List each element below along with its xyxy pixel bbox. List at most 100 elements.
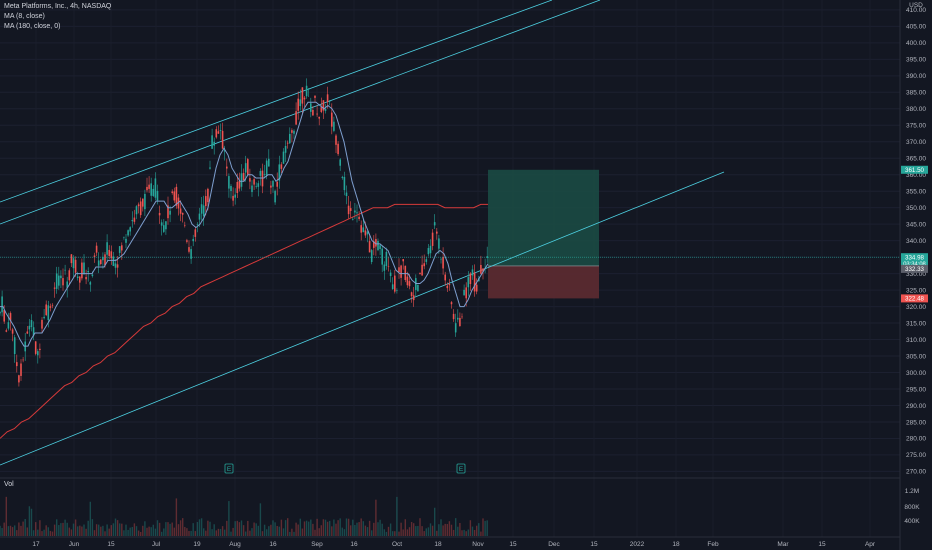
volume-bar bbox=[364, 525, 367, 536]
volume-bar bbox=[377, 522, 379, 536]
volume-legend[interactable]: Vol bbox=[4, 481, 14, 488]
ma-fast-legend[interactable]: MA (8, close) bbox=[4, 13, 45, 20]
volume-bar bbox=[1, 528, 3, 536]
volume-bar bbox=[140, 531, 142, 536]
candle-body bbox=[366, 231, 369, 235]
volume-bar bbox=[177, 524, 180, 536]
volume-bar bbox=[74, 519, 77, 536]
volume-bar bbox=[406, 529, 409, 536]
candle-body bbox=[316, 113, 318, 115]
candle-body bbox=[123, 236, 125, 238]
volume-bar bbox=[232, 527, 234, 536]
candle-body bbox=[448, 283, 451, 286]
candle-body bbox=[127, 230, 129, 236]
volume-bar bbox=[465, 531, 467, 536]
candle-body bbox=[104, 254, 106, 266]
candle-body bbox=[387, 266, 390, 267]
volume-bar bbox=[152, 524, 154, 536]
volume-bar bbox=[112, 523, 115, 536]
long-position-tool[interactable] bbox=[488, 169, 599, 299]
price-axis[interactable]: 410.00 405.00 400.00 395.00 390.00 385.00 380.… bbox=[906, 7, 926, 476]
candle-body bbox=[5, 330, 8, 332]
volume-bar bbox=[452, 529, 455, 536]
candle-body bbox=[249, 178, 251, 182]
candle-body bbox=[7, 322, 10, 329]
volume-bar bbox=[39, 520, 41, 536]
price-tick: 395.00 bbox=[906, 57, 926, 64]
candle-body bbox=[81, 262, 83, 279]
volume-bar bbox=[434, 507, 436, 536]
volume-bar bbox=[205, 530, 207, 536]
candle-body bbox=[289, 133, 291, 144]
volume-bar bbox=[37, 529, 39, 536]
candle-body bbox=[205, 196, 207, 207]
time-tick: Oct bbox=[392, 541, 402, 548]
volume-bar bbox=[226, 520, 228, 536]
candle-body bbox=[301, 87, 304, 104]
volume-bar bbox=[30, 508, 33, 536]
stop-zone bbox=[488, 265, 599, 299]
price-tick: 375.00 bbox=[906, 123, 926, 130]
candle-body bbox=[352, 219, 354, 221]
price-tick: 380.00 bbox=[906, 106, 926, 113]
candle-body bbox=[370, 250, 373, 263]
time-tick: 15 bbox=[818, 541, 826, 548]
volume-bar bbox=[280, 519, 283, 536]
candle-body bbox=[83, 262, 85, 275]
volume-bar bbox=[146, 527, 148, 536]
time-tick: 16 bbox=[269, 541, 277, 548]
candle-body bbox=[70, 254, 73, 264]
trendlines[interactable] bbox=[0, 0, 725, 466]
volume-bar bbox=[289, 531, 291, 536]
volume-bar bbox=[272, 520, 274, 536]
volume-bar bbox=[184, 526, 186, 536]
candle-body bbox=[196, 224, 199, 225]
candle-body bbox=[64, 269, 66, 271]
candle-body bbox=[452, 313, 455, 320]
candle-body bbox=[261, 170, 264, 187]
volume-bar bbox=[72, 523, 75, 536]
price-badge-text: 361.50 bbox=[905, 167, 924, 174]
candle-body bbox=[284, 145, 287, 153]
candle-body bbox=[121, 245, 123, 251]
candle-body bbox=[473, 272, 476, 292]
time-tick: Aug bbox=[229, 541, 241, 548]
volume-bar bbox=[335, 523, 337, 536]
volume-bar bbox=[440, 519, 442, 536]
candle-body bbox=[219, 130, 222, 131]
candle-body bbox=[412, 295, 415, 301]
volume-bar bbox=[41, 531, 43, 536]
volume-bar bbox=[387, 526, 390, 536]
price-badge bbox=[901, 264, 928, 273]
volume-bar bbox=[211, 529, 213, 536]
candle-body bbox=[129, 227, 131, 232]
candle-body bbox=[85, 277, 87, 280]
candle-body bbox=[209, 167, 211, 169]
volume-bar bbox=[203, 528, 205, 536]
volume-bar bbox=[421, 526, 423, 536]
candle-body bbox=[150, 183, 152, 196]
candle-body bbox=[97, 260, 100, 266]
candle-body bbox=[438, 238, 440, 249]
time-tick: Dec bbox=[548, 541, 560, 548]
ma-slow-legend[interactable]: MA (180, close, 0) bbox=[4, 23, 61, 30]
candle-body bbox=[60, 275, 62, 279]
candle-body bbox=[228, 176, 230, 189]
candle-body bbox=[213, 141, 215, 146]
volume-bar bbox=[238, 522, 241, 536]
candle-body bbox=[74, 259, 77, 273]
candle-body bbox=[433, 222, 436, 226]
candle-body bbox=[146, 186, 148, 191]
volume-bar bbox=[217, 528, 220, 536]
time-axis[interactable]: 17 Jun 15 Jul 19 Aug 16 Sep 16 Oct 18 Nov 15 Dec 15 202… bbox=[32, 541, 876, 548]
candle-body bbox=[110, 251, 113, 259]
symbol-title[interactable]: Meta Platforms, Inc., 4h, NASDAQ bbox=[4, 3, 112, 10]
price-tick: 385.00 bbox=[906, 90, 926, 97]
volume-bar bbox=[459, 522, 461, 536]
volume-bar bbox=[100, 526, 102, 536]
volume-bar bbox=[247, 520, 249, 536]
time-tick: Feb bbox=[707, 541, 719, 548]
